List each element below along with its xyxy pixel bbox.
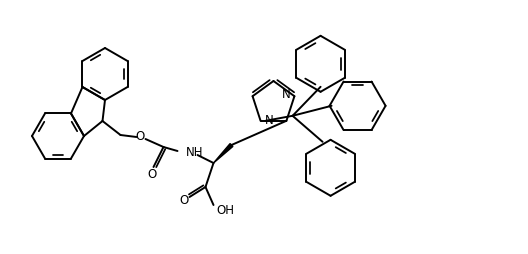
Text: OH: OH bbox=[216, 203, 234, 216]
Text: O: O bbox=[179, 195, 188, 208]
Text: O: O bbox=[147, 167, 156, 181]
Text: NH: NH bbox=[185, 147, 203, 160]
Text: N: N bbox=[281, 88, 290, 101]
Text: O: O bbox=[136, 131, 145, 144]
Polygon shape bbox=[213, 144, 233, 163]
Text: N: N bbox=[265, 114, 274, 127]
